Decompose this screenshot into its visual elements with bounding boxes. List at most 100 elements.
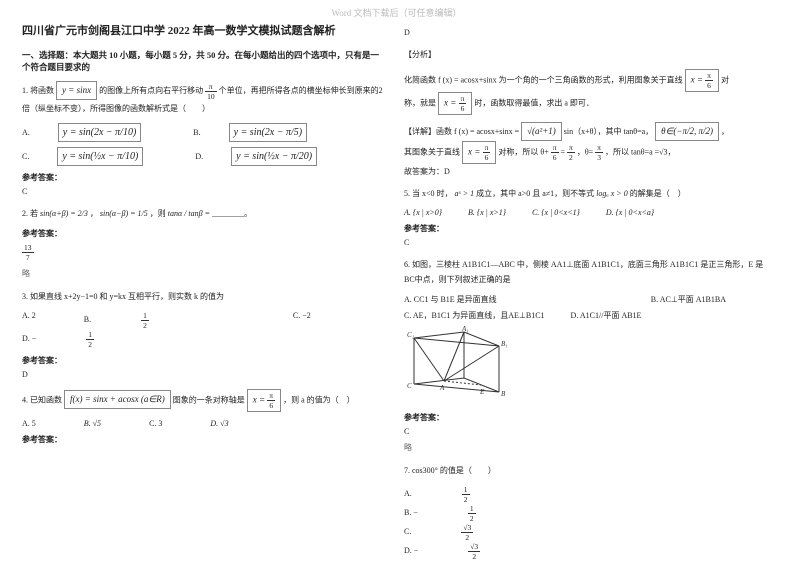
q2-formula: tanα / tanβ = [168,209,212,218]
frac-d: 2 [462,495,470,504]
opt-label: A. [22,128,30,137]
doc-title: 四川省广元市剑阁县江口中学 2022 年高一数学文模拟试题含解析 [22,24,384,39]
q2-formula: sin(α−β) = 1/5 [100,209,148,218]
frac-n: π [205,82,217,92]
opt: D. − [22,334,36,343]
vertex-label: B [501,390,506,398]
opt: A. {x | x>0} [404,208,442,217]
watermark-text: Word 文档下载后（可任意编辑） [0,6,793,19]
txt: ，所以 tanθ=a =√3， [605,148,676,157]
q7-options: A. 12 B. − 12 C. √32 D. − √32 [404,485,766,561]
opt: B. − [404,508,418,517]
frac-d: 7 [22,253,34,262]
frac-d: 6 [459,104,467,113]
q1-text-b: 的图像上所有点向右平行移动 [99,86,203,95]
opt: D. − [404,546,418,555]
txt: sin（x+θ），其中 tanθ=a， [564,127,653,136]
txt: 对 [721,76,729,85]
opt: C. −2 [293,311,311,330]
page-left: 四川省广元市剑阁县江口中学 2022 年高一数学文模拟试题含解析 一、选择题：本… [18,24,388,449]
frac-n: π [595,143,603,153]
theta-range: θ∈(−π/2, π/2) [655,122,719,141]
txt: 的解集是（ ） [630,189,686,198]
frac-n: π [567,143,575,153]
frac-n: 1 [141,311,149,321]
opt-label: B. [193,128,200,137]
opt: B. [84,315,91,324]
question-7: 7. cos300° 的值是（ ） [404,463,766,478]
opt: C. {x | 0<x<1} [532,208,580,217]
frac-n: π [705,71,713,81]
opt: D. {x | 0<x<a} [606,208,654,217]
txt: 时，函数取得最值，求出 a 即可． [474,99,594,108]
detail-text: 【详解】函数 f (x) = acosx+sinx = √(a²+1) sin（… [404,122,766,179]
opt: B. AC⊥平面 A1B1BA [651,294,726,305]
frac-n: 1 [86,330,94,340]
root-box: √(a²+1) [521,122,562,141]
opt: D. A1C1//平面 AB1E [571,310,642,321]
opt-box: y = sin(½x − π/20) [231,147,317,166]
ref-answer-label: 参考答案： [22,434,384,445]
analyze-label: 【分析】 [404,47,766,62]
q5-options: A. {x | x>0} B. {x | x>1} C. {x | 0<x<1}… [404,208,766,217]
q4-text: ，则 a 的值为（ ） [283,395,355,404]
txt: ，θ= [577,148,593,157]
opt: B. √5 [84,419,101,428]
txt: 【详解】函数 f (x) = acosx+sinx = [404,127,519,136]
txt: 5. 当 x<0 时， [404,189,453,198]
frac-n: 1 [468,504,476,514]
q1-options-2: C. y = sin(½x − π/10) D. y = sin(½x − π/… [22,147,384,166]
vertex-label: B₁ [501,340,508,348]
frac-d: 6 [551,153,559,162]
frac-d: 6 [267,401,275,410]
txt: = [561,148,566,157]
frac-d: 2 [468,514,476,523]
frac-n: √3 [461,523,473,533]
frac-d: 6 [483,153,491,162]
opt: A. [404,489,412,498]
page-right: D 【分析】 化简函数 f (x) = acosx+sinx 为一个角的一个三角… [400,24,770,566]
q2-formula: sin(α+β) = 2/3 [40,209,88,218]
vertex-label: C₁ [407,331,414,339]
txt: 化简函数 f (x) = acosx+sinx 为一个角的一个三角函数的形式，利… [404,76,683,85]
frac-n: π [551,143,559,153]
txt: 称，就是 [404,99,436,108]
txt: 成立，其中 a>0 且 a≠1，则不等式 [476,189,594,198]
opt: C. AE，B1C1 为异面直线，且AE⊥B1C1 [404,310,545,321]
vertex-label: C [407,382,412,390]
axis-box: x = π6 [462,141,496,164]
opt: A. 5 [22,419,36,428]
q4-text: 图象的一条对称轴是 [173,395,245,404]
frac-n: 13 [22,243,34,253]
q1-text-d: 倍（纵坐标不变），所得图像的函数解析式是（ ） [22,104,210,113]
answer-6: C 略 [404,427,766,453]
txt: 对称，所以 θ+ [498,148,548,157]
question-4: 4. 已知函数 f(x) = sinx + acosx (a∈R) 图象的一条对… [22,389,384,412]
vertex-label: A [439,384,445,392]
formula: logₐ x > 0 [596,189,628,198]
q1-options: A. y = sin(2x − π/10) B. y = sin(2x − π/… [22,123,384,142]
q6-options-row2: C. AE，B1C1 为异面直线，且AE⊥B1C1 D. A1C1//平面 AB… [404,310,766,321]
q6-options-row1: A. CC1 与 B1E 是异面直线 B. AC⊥平面 A1B1BA [404,294,766,305]
opt: C. 3 [149,419,162,428]
analyze-text: 化简函数 f (x) = acosx+sinx 为一个角的一个三角函数的形式，利… [404,69,766,115]
ref-answer-label: 参考答案： [22,172,384,183]
opt: B. {x | x>1} [468,208,506,217]
ref-answer-label: 参考答案： [404,412,766,423]
answer-note: 略 [404,442,766,453]
q2-blank: ________。 [212,209,252,218]
txt: C [404,427,409,436]
q4-text: 4. 已知函数 [22,395,62,404]
answer-5: C [404,238,766,247]
txt: 其图象关于直线 [404,148,460,157]
formula: aˣ > 1 [455,189,475,198]
frac-d: 2 [567,153,575,162]
q1-text-c: 个单位，再把所得各点的横坐标伸长到原来的2 [219,86,383,95]
section-heading: 一、选择题：本大题共 10 小题，每小题 5 分，共 50 分。在每小题给出的四… [22,49,384,73]
question-2: 2. 若 sin(α+β) = 2/3 ， sin(α−β) = 1/5 ，则 … [22,206,384,221]
answer-1: C [22,187,384,196]
opt-box: y = sin(2x − π/5) [229,123,308,142]
question-3: 3. 如果直线 x+2y−1=0 和 y=kx 互相平行，则实数 k 的值为 [22,289,384,304]
q2-text: 2. 若 [22,209,38,218]
opt: A. CC1 与 B1E 是异面直线 [404,294,497,305]
